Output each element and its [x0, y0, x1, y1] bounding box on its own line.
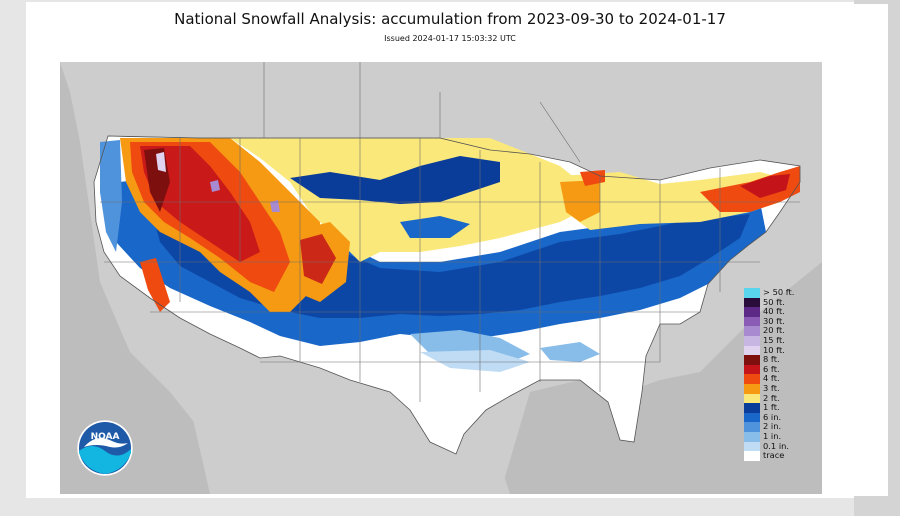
legend-label: 50 ft.	[763, 296, 785, 307]
legend-item: 1 ft.	[744, 403, 796, 413]
legend-item: trace	[744, 450, 796, 461]
snow-4ft-michigan	[580, 170, 605, 186]
snow-6in-coast	[100, 140, 122, 252]
gulf-atlantic	[500, 262, 822, 494]
legend-swatch	[744, 422, 760, 432]
legend-swatch	[744, 441, 760, 452]
page-gutter-inner	[854, 4, 888, 496]
legend-label: 30 ft.	[763, 315, 785, 326]
legend-swatch	[744, 374, 760, 384]
legend-item: 8 ft.	[744, 355, 796, 365]
snow-10ft-peaks	[156, 152, 166, 172]
mexico-land	[180, 362, 510, 494]
snow-4ft-sierra	[140, 258, 170, 312]
legend-item: 3 ft.	[744, 382, 796, 394]
legend-item: 50 ft.	[744, 296, 796, 308]
legend-item: 10 ft.	[744, 344, 796, 356]
legend-label: 6 ft.	[763, 363, 780, 374]
legend-item: 4 ft.	[744, 374, 796, 384]
snow-6ft-northeast	[740, 174, 790, 198]
legend-item: 15 ft.	[744, 334, 796, 346]
snowfall-map[interactable]	[60, 62, 822, 494]
legend-label: 10 ft.	[763, 344, 785, 355]
snow-6ft-colorado	[300, 234, 336, 284]
legend-item: 2 in.	[744, 422, 796, 432]
legend-item: 2 ft.	[744, 392, 796, 404]
legend-swatch	[744, 355, 760, 365]
legend-swatch	[744, 393, 760, 404]
usa-outline	[93, 135, 801, 455]
legend-swatch	[744, 326, 760, 336]
snow-20ft-peaks	[210, 180, 280, 212]
legend-label: 3 ft.	[763, 382, 780, 393]
legend-label: 40 ft.	[763, 306, 785, 317]
legend-item: 20 ft.	[744, 326, 796, 336]
legend-item: > 50 ft.	[744, 287, 796, 298]
snowfall-legend: > 50 ft. 50 ft. 40 ft. 30 ft. 20 ft. 15 ft. 10…	[744, 287, 796, 461]
snow-3ft-michigan	[560, 180, 600, 222]
legend-label: 1 in.	[763, 430, 782, 441]
legend-label: 4 ft.	[763, 373, 780, 384]
legend-label: > 50 ft.	[763, 287, 795, 297]
snow-1ft-plains	[290, 156, 500, 204]
legend-swatch	[744, 307, 760, 317]
legend-item: 40 ft.	[744, 307, 796, 317]
legend-item: 6 ft.	[744, 363, 796, 375]
legend-item: 0.1 in.	[744, 440, 796, 452]
map-svg	[60, 62, 822, 494]
snow-2in-south	[420, 350, 530, 372]
legend-label: 0.1 in.	[763, 440, 790, 451]
legend-item: 1 in.	[744, 430, 796, 442]
noaa-logo: NOAA	[76, 419, 134, 477]
legend-swatch	[744, 364, 760, 375]
legend-swatch	[744, 345, 760, 356]
legend-swatch	[744, 383, 760, 394]
legend-label: 2 in.	[763, 421, 782, 432]
legend-swatch	[744, 431, 760, 442]
legend-swatch	[744, 335, 760, 346]
snow-6ft-west	[140, 146, 260, 262]
legend-swatch	[744, 288, 760, 298]
legend-swatch	[744, 451, 760, 461]
issued-timestamp: Issued 2024-01-17 15:03:32 UTC	[384, 34, 516, 43]
legend-label: 15 ft.	[763, 334, 785, 345]
snow-1ft-dakota	[400, 216, 470, 238]
legend-swatch	[744, 316, 760, 327]
pacific-ocean	[60, 62, 230, 494]
logo-wordmark: NOAA	[91, 432, 120, 442]
legend-swatch	[744, 403, 760, 413]
legend-swatch	[744, 297, 760, 308]
legend-swatch	[744, 412, 760, 423]
legend-item: 30 ft.	[744, 315, 796, 327]
map-title: National Snowfall Analysis: accumulation…	[174, 10, 726, 28]
legend-label: 6 in.	[763, 411, 782, 422]
legend-label: 8 ft.	[763, 354, 780, 365]
legend-label: 1 ft.	[763, 402, 780, 413]
legend-item: 6 in.	[744, 411, 796, 423]
legend-label: 20 ft.	[763, 325, 785, 336]
legend-label: trace	[763, 450, 785, 461]
legend-label: 2 ft.	[763, 392, 780, 403]
